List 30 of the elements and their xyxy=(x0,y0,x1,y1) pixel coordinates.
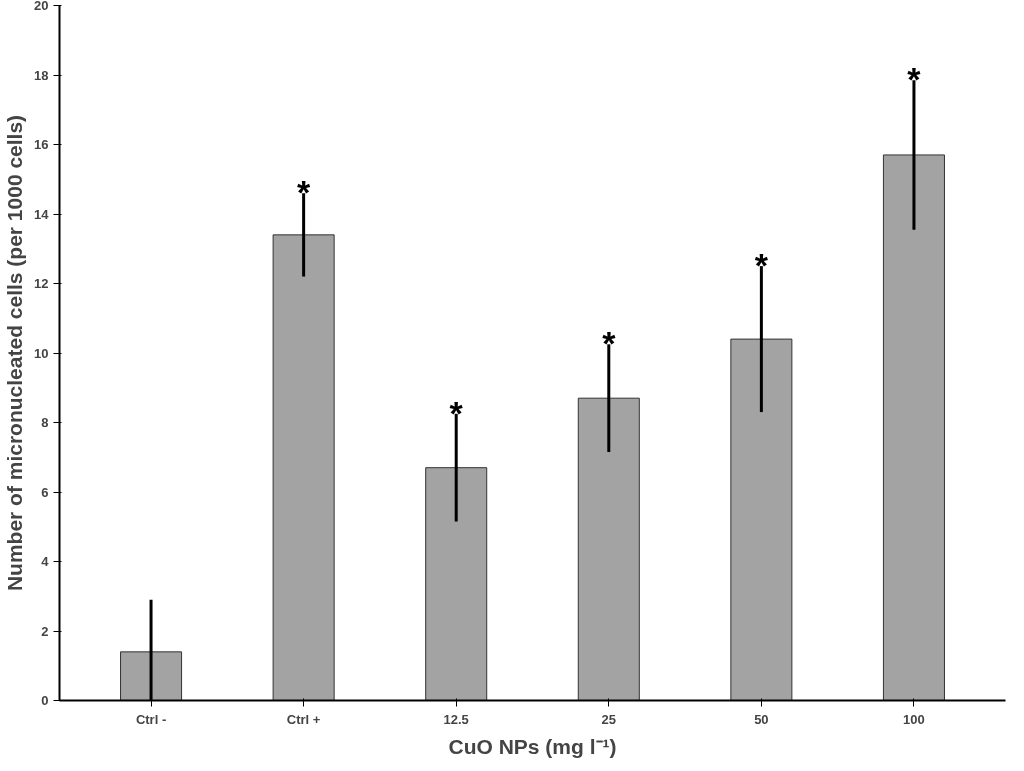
annotation: * xyxy=(907,60,922,99)
annotation: * xyxy=(754,246,769,285)
y-tick-label: 4 xyxy=(41,554,50,569)
bar xyxy=(730,338,793,701)
annotation: * xyxy=(449,393,464,432)
bar xyxy=(882,154,945,701)
y-tick-label: 6 xyxy=(41,484,49,500)
x-tick-label: Ctrl + xyxy=(286,711,321,727)
y-tick-label: 8 xyxy=(41,415,49,430)
x-axis-title: CuO NPs (mg l⁻¹) xyxy=(448,734,617,758)
y-tick-label: 10 xyxy=(34,345,49,361)
x-tick-label: 100 xyxy=(903,711,925,727)
bar xyxy=(425,467,488,701)
annotation: * xyxy=(297,173,312,212)
y-tick-label: 18 xyxy=(34,67,49,83)
bar xyxy=(272,234,335,701)
y-tick-label: 0 xyxy=(41,693,49,708)
y-tick-label: 16 xyxy=(34,137,49,152)
x-tick-label: 12.5 xyxy=(443,711,469,727)
x-tick-label: Ctrl - xyxy=(135,711,167,727)
y-tick-label: 14 xyxy=(34,206,50,222)
y-axis-title: Number of micronucleated cells (per 1000 cells) xyxy=(3,114,27,592)
annotation: * xyxy=(602,324,617,363)
bar xyxy=(577,397,640,701)
y-tick-label: 20 xyxy=(34,0,49,13)
y-tick-label: 12 xyxy=(34,276,49,291)
bar xyxy=(120,651,183,701)
y-tick-label: 2 xyxy=(41,623,49,639)
x-tick-label: 25 xyxy=(601,711,617,727)
x-tick-label: 50 xyxy=(754,711,769,727)
